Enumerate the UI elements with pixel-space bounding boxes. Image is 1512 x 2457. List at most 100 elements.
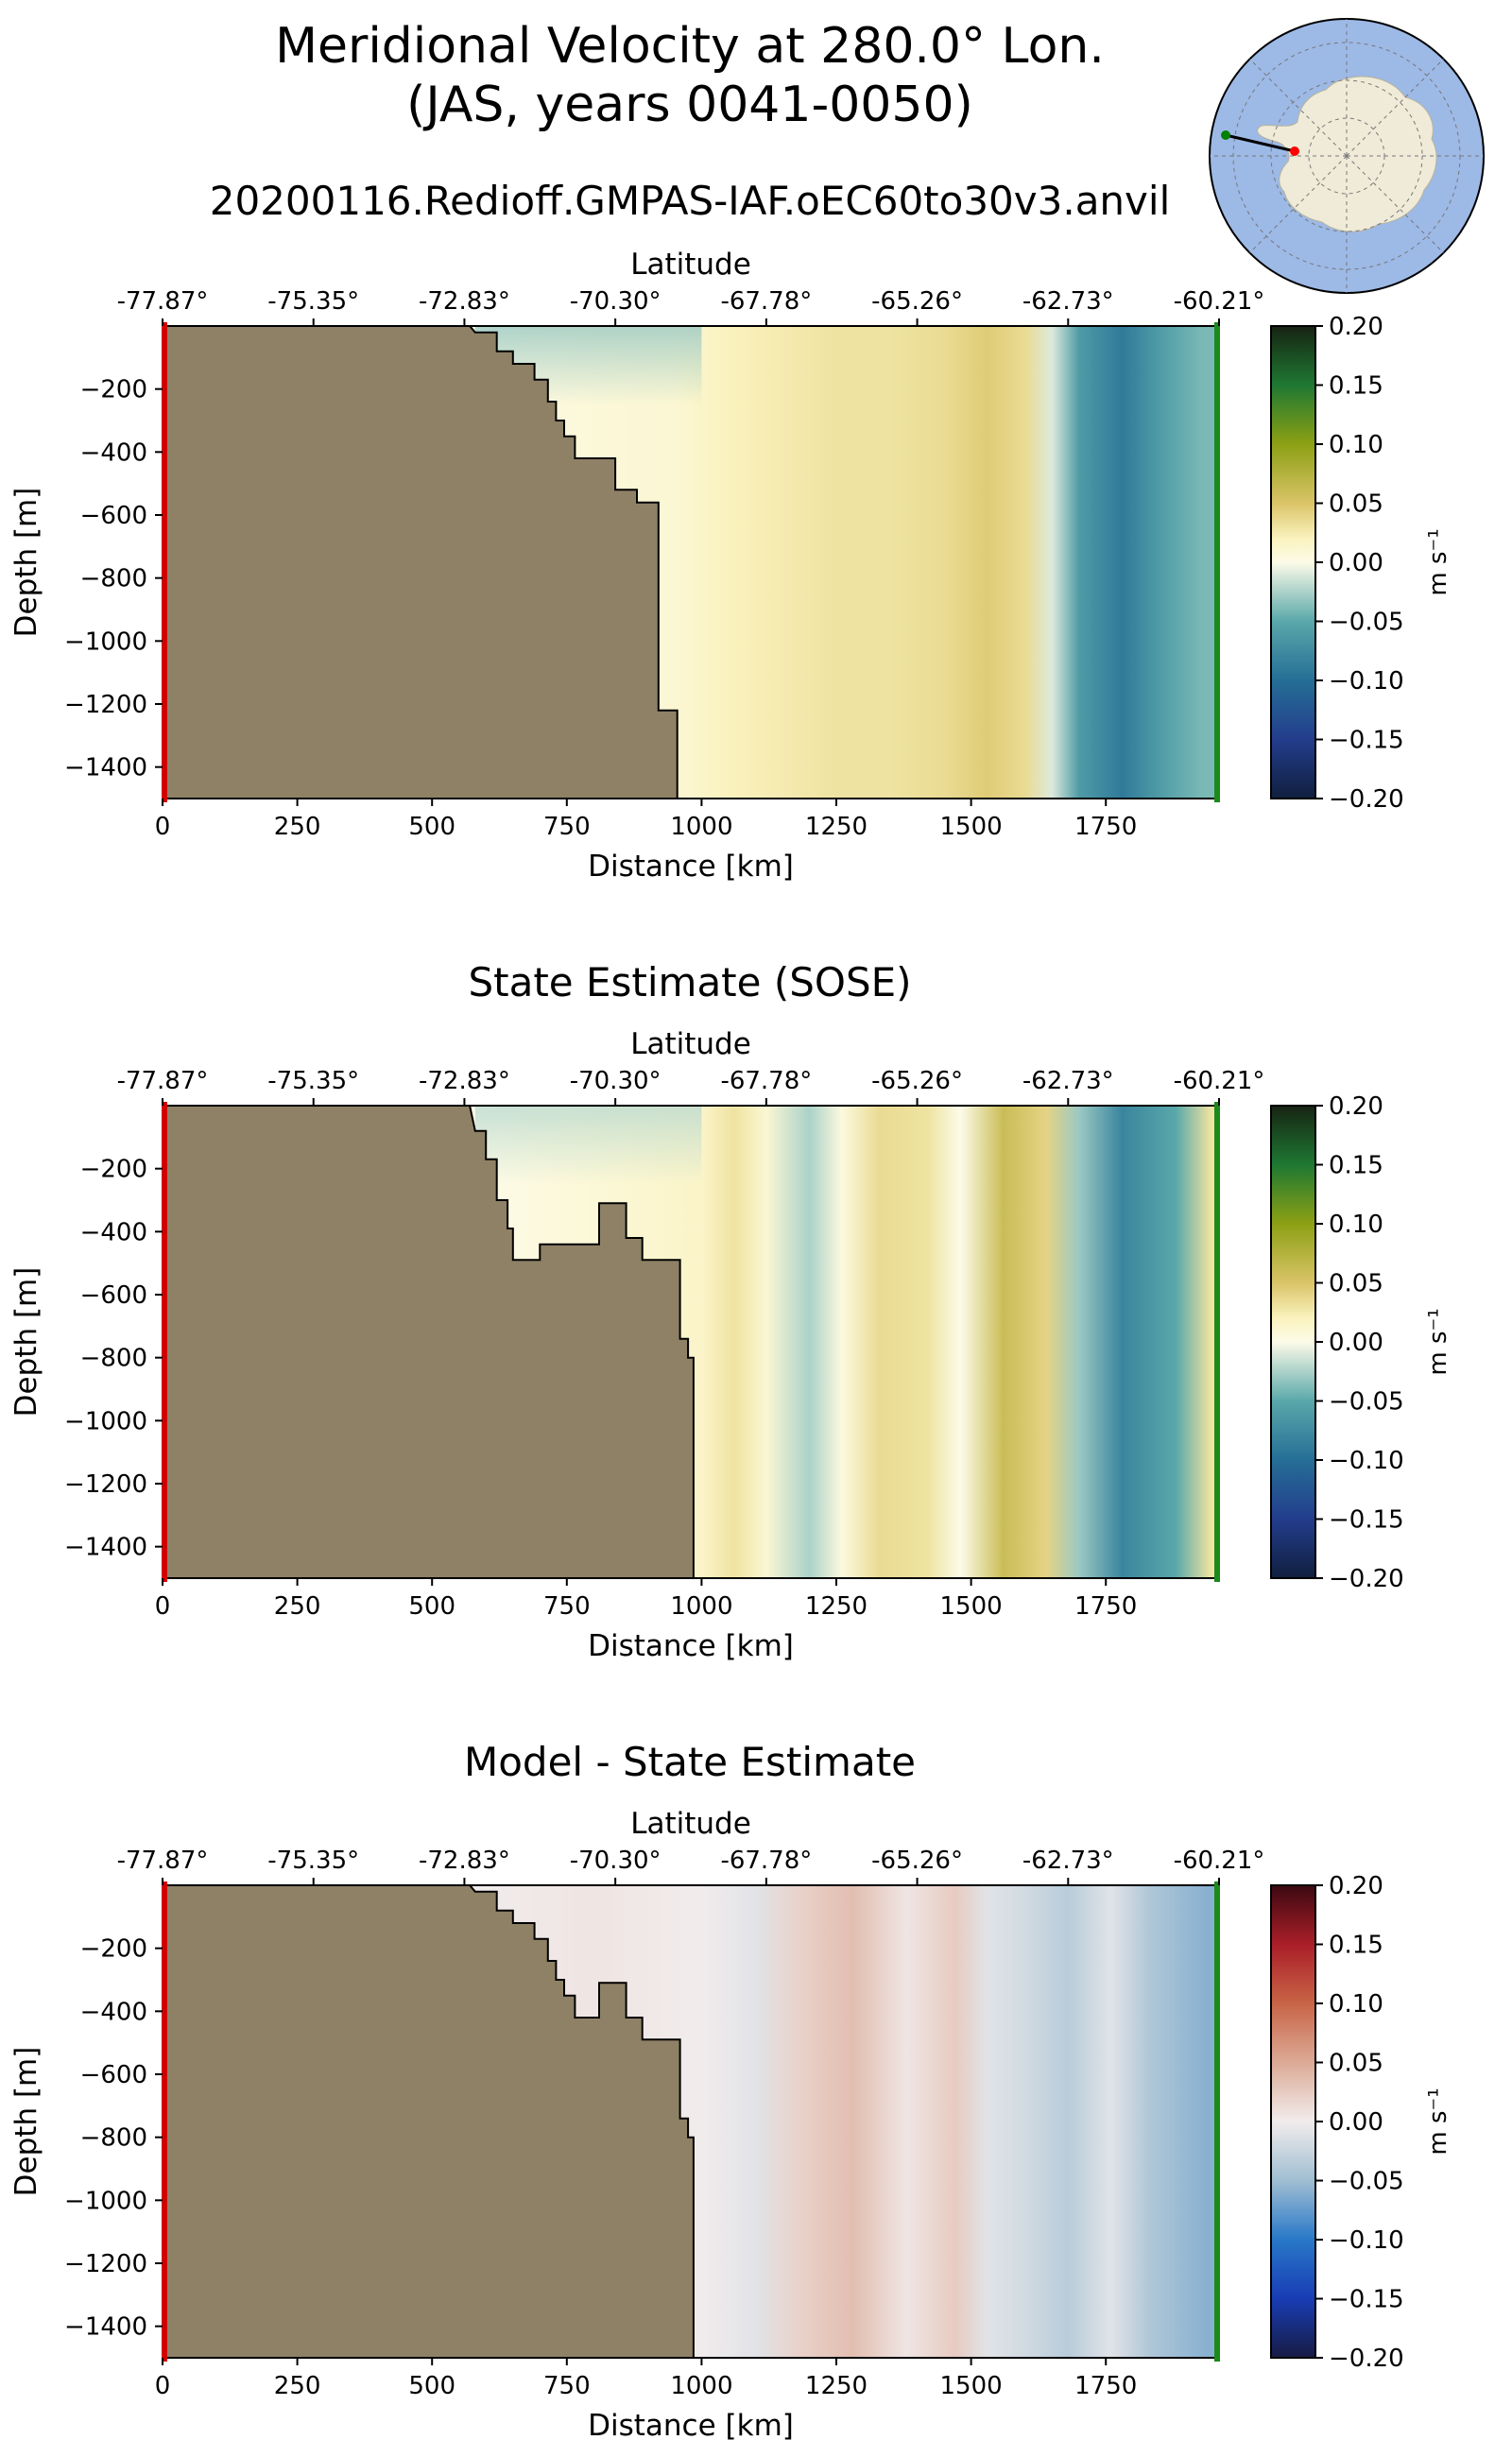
latitude-tick-label: -70.30°: [570, 287, 662, 316]
x-tick-label: 750: [543, 1592, 591, 1621]
sose-velocity-panel: 0 250 500 750 1000 1250 1500 1750 Distance [km] -…: [9, 1027, 1452, 1663]
colorbar: [1270, 1105, 1316, 1579]
plot-area: [163, 1106, 1219, 1578]
transect-end-dot: [1221, 130, 1230, 140]
x-tick-label: 1250: [805, 1592, 868, 1621]
seafloor-bathymetry: [163, 1106, 695, 1578]
latitude-tick-label: -72.83°: [419, 1847, 510, 1875]
colorbar-tick-label: 0.10: [1329, 1211, 1383, 1239]
latitude-tick-label: -75.35°: [267, 1067, 359, 1095]
latitude-tick-label: -65.26°: [871, 1067, 963, 1095]
top-axis-label: Latitude: [630, 1807, 751, 1841]
x-tick-label: 1000: [670, 2372, 732, 2400]
y-tick-label: −200: [80, 1156, 147, 1184]
x-tick-label: 750: [543, 813, 591, 841]
figure-subtitle: 20200116.Redioff.GMPAS-IAF.oEC60to30v3.a…: [209, 178, 1171, 224]
latitude-tick-label: -60.21°: [1174, 287, 1265, 316]
latitude-tick-label: -62.73°: [1022, 1847, 1114, 1875]
colorbar-tick-label: −0.20: [1329, 785, 1404, 814]
y-tick-label: −1000: [64, 627, 147, 656]
y-tick-label: −200: [80, 376, 147, 404]
plot-area: [163, 1885, 1219, 2358]
y-tick-label: −1400: [64, 1534, 147, 1562]
y-tick-label: −800: [80, 565, 147, 593]
colorbar-tick-label: 0.05: [1329, 1270, 1383, 1298]
latitude-tick-label: -70.30°: [570, 1067, 662, 1095]
latitude-tick-label: -62.73°: [1022, 1067, 1114, 1095]
latitude-tick-label: -77.87°: [117, 1067, 209, 1095]
y-tick-label: −1000: [64, 1407, 147, 1435]
x-tick-label: 0: [155, 813, 171, 841]
seafloor-bathymetry: [163, 1885, 695, 2358]
latitude-tick-label: -70.30°: [570, 1847, 662, 1875]
x-axis-label: Distance [km]: [588, 2409, 794, 2443]
colorbar-tick-label: 0.00: [1329, 1329, 1383, 1357]
y-tick-label: −1200: [64, 1470, 147, 1499]
transect-start-dot: [1290, 146, 1299, 156]
x-tick-label: 250: [274, 1592, 321, 1621]
x-tick-label: 500: [408, 813, 455, 841]
colorbar-tick-label: −0.10: [1329, 1447, 1404, 1475]
x-tick-label: 0: [155, 2372, 171, 2400]
y-tick-label: −1400: [64, 2313, 147, 2342]
figure-title-line2: (JAS, years 0041-0050): [406, 77, 973, 133]
colorbar: [1270, 325, 1316, 799]
colorbar-tick-label: −0.15: [1329, 2286, 1404, 2314]
latitude-tick-label: -60.21°: [1174, 1067, 1265, 1095]
transect-line: [1225, 133, 1296, 153]
colorbar-tick-label: −0.05: [1329, 609, 1404, 637]
x-tick-label: 1500: [940, 813, 1003, 841]
x-tick-label: 1000: [670, 813, 732, 841]
top-axis-label: Latitude: [630, 248, 751, 282]
x-tick-label: 1500: [940, 2372, 1003, 2400]
colorbar-tick-label: 0.10: [1329, 1990, 1383, 2019]
x-tick-label: 0: [155, 1592, 171, 1621]
x-tick-label: 250: [274, 2372, 321, 2400]
y-tick-label: −400: [80, 1998, 147, 2026]
colorbar-tick-label: −0.05: [1329, 2168, 1404, 2196]
colorbar-tick-label: 0.15: [1329, 1152, 1383, 1180]
x-tick-label: 750: [543, 2372, 591, 2400]
colorbar-tick-label: −0.15: [1329, 727, 1404, 755]
seafloor-bathymetry: [163, 326, 679, 799]
colorbar-tick-label: 0.00: [1329, 549, 1383, 577]
colorbar-tick-label: 0.15: [1329, 372, 1383, 401]
latitude-tick-label: -67.78°: [720, 287, 812, 316]
colorbar-tick-label: 0.10: [1329, 431, 1383, 459]
colorbar-tick-label: 0.20: [1329, 1872, 1383, 1900]
colorbar-tick-label: 0.20: [1329, 313, 1383, 341]
y-axis-label: Depth [m]: [9, 2047, 43, 2197]
latitude-tick-label: -60.21°: [1174, 1847, 1265, 1875]
colorbar-tick-label: 0.05: [1329, 490, 1383, 519]
latitude-tick-label: -65.26°: [871, 1847, 963, 1875]
y-tick-label: −1000: [64, 2187, 147, 2215]
y-axis-label: Depth [m]: [9, 488, 43, 638]
latitude-tick-label: -65.26°: [871, 287, 963, 316]
x-tick-label: 1750: [1074, 1592, 1137, 1621]
latitude-tick-label: -67.78°: [720, 1067, 812, 1095]
y-tick-label: −400: [80, 1218, 147, 1246]
meridian-line: [1346, 59, 1444, 157]
x-tick-label: 1500: [940, 1592, 1003, 1621]
y-tick-label: −200: [80, 1935, 147, 1964]
latitude-tick-label: -72.83°: [419, 287, 510, 316]
meridian-line: [1249, 59, 1348, 157]
colorbar-label: m s⁻¹: [1424, 528, 1452, 595]
x-tick-label: 1750: [1074, 2372, 1137, 2400]
colorbar-tick-label: 0.05: [1329, 2050, 1383, 2078]
colorbar-tick-label: −0.15: [1329, 1506, 1404, 1535]
colorbar-label: m s⁻¹: [1424, 2088, 1452, 2155]
meridian-line: [1249, 155, 1348, 253]
y-tick-label: −800: [80, 2124, 147, 2153]
y-tick-label: −1200: [64, 2250, 147, 2278]
latitude-tick-label: -77.87°: [117, 1847, 209, 1875]
y-tick-label: −1200: [64, 691, 147, 719]
antarctica-inset-map: [1209, 18, 1485, 294]
y-tick-label: −400: [80, 438, 147, 467]
x-tick-label: 1750: [1074, 813, 1137, 841]
surface-anomaly: [474, 1106, 702, 1185]
x-axis-label: Distance [km]: [588, 850, 794, 884]
panel-3-title: Model - State Estimate: [464, 1739, 916, 1785]
y-tick-label: −600: [80, 502, 147, 530]
x-tick-label: 1250: [805, 2372, 868, 2400]
